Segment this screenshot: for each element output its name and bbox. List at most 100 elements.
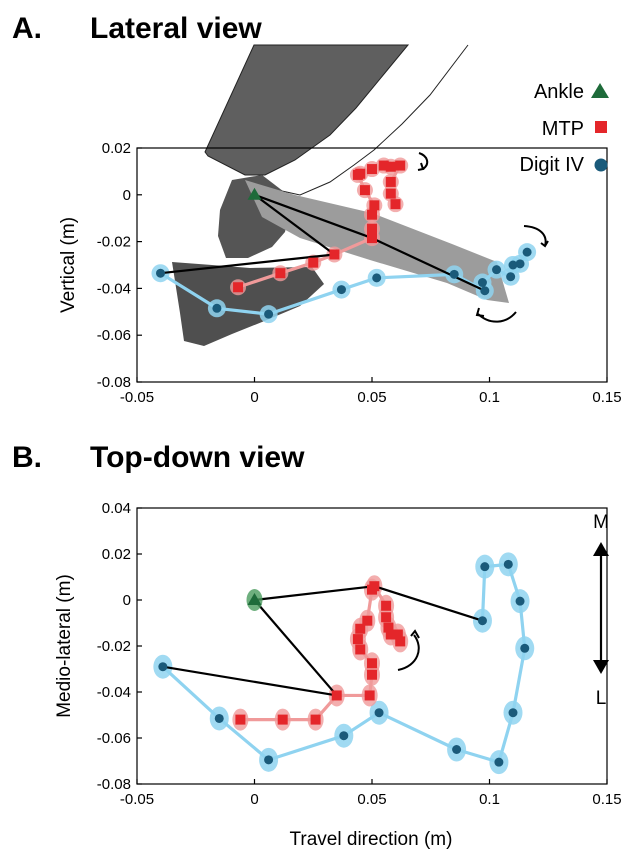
medio-lateral-arrow: M L [593, 512, 609, 709]
curved-arrow-icon [397, 634, 420, 671]
panel-b-ytick-label: 0.04 [102, 500, 131, 517]
panel-a-mtp-point [369, 200, 380, 211]
panel-b-limb-segment [254, 585, 375, 602]
panel-b-mtp-point [392, 629, 403, 640]
panel-b-digit-point [158, 662, 168, 672]
panel-b-mtp-point [369, 581, 380, 592]
panel-b-plot: -0.05 0 0.05 0.1 0.15 0.04 0.02 0 -0.02 -0.04 -0.0… [54, 500, 622, 850]
panel-a-digit-point [156, 268, 165, 278]
panel-b-mtp-point [331, 690, 342, 701]
panel-a-ytick-label: 0.02 [102, 140, 131, 157]
motion-arrows [417, 152, 549, 323]
panel-b-xtick-label: 0.15 [592, 791, 621, 808]
panel-a-digit-point [477, 278, 487, 288]
panel-b-digit-point [264, 755, 274, 765]
arrowhead-icon [410, 629, 420, 639]
panel-a-ytick-label: -0.06 [97, 327, 131, 344]
panel-a-digit-point [372, 273, 382, 283]
panel-a-mtp-point [329, 249, 340, 260]
panel-a-xtick-label: 0.05 [357, 389, 386, 406]
panel-a-mtp-point [385, 188, 396, 199]
panel-b-digit-point [477, 616, 487, 626]
panel-b-ytick-label: 0 [123, 592, 131, 609]
panel-a-xtick-label: 0 [250, 389, 258, 406]
panel-a-mtp-point [390, 199, 401, 210]
arrowhead-down-icon [593, 660, 609, 674]
arrowhead-icon [540, 240, 549, 248]
panel-a-mtp-point [367, 233, 377, 244]
panel-b-label: B. [12, 441, 42, 474]
panel-b-mtp-point [352, 634, 363, 645]
panel-a-mtp-point [367, 223, 377, 234]
direction-label-medial: M [593, 512, 609, 533]
panel-a-digit-point [449, 269, 459, 279]
panel-a-mtp-point [367, 164, 377, 175]
panel-a-mtp-point [355, 168, 366, 179]
panel-b-ytick-label: -0.02 [97, 638, 131, 655]
panel-a-mtp-point [308, 257, 319, 268]
panel-a-digit-point [515, 259, 525, 269]
panel-a-mtp-point [395, 160, 406, 171]
arrowhead-up-icon [593, 542, 609, 556]
panel-b-xtick-label: -0.05 [120, 791, 154, 808]
panel-b-digit-point [508, 708, 518, 718]
panel-a-xtick-label: 0.1 [479, 389, 500, 406]
panel-b-title: Top-down view [90, 441, 305, 474]
panel-a-digit-point [506, 272, 516, 282]
panel-b-ytick-label: 0.02 [102, 546, 131, 563]
panel-b-digit-point [520, 643, 530, 653]
panel-b-xtick-label: 0 [250, 791, 258, 808]
panel-b-ankle-point [247, 593, 262, 605]
panel-b-limb-segment [162, 665, 337, 697]
panel-a-limb-segment [160, 253, 335, 275]
panel-a-digit-point [264, 309, 274, 319]
panel-b-mtp-point [310, 714, 321, 725]
panel-b-digit-point [374, 708, 384, 718]
panel-a-digit-point [492, 265, 502, 275]
panel-a-limb-segment [371, 237, 486, 292]
panel-a-xtick-label: 0.15 [592, 389, 621, 406]
panel-b-digit-point [515, 596, 525, 606]
panel-a-label: A. [12, 12, 42, 45]
panel-b-mtp-point [277, 714, 288, 725]
arrowhead-icon [475, 307, 485, 317]
panel-b-limb-segment [253, 599, 338, 697]
legend-label-mtp: MTP [542, 118, 584, 140]
panel-b-mtp-point [367, 669, 377, 680]
panel-a-mtp-point [385, 161, 396, 172]
curved-arrow-icon [523, 225, 547, 247]
panel-b-mtp-point [367, 658, 377, 669]
panel-a-ytick-label: -0.04 [97, 280, 131, 297]
panel-b-mtp-point [381, 600, 392, 611]
foot-illustration [172, 44, 509, 346]
panel-a-title: Lateral view [90, 12, 262, 45]
arrowhead-icon [417, 162, 425, 171]
panel-a-mtp-point [378, 160, 389, 171]
panel-b-ylabel: Medio-lateral (m) [54, 574, 75, 718]
panel-b-mtp-point [362, 615, 373, 626]
panel-a-ytick-label: -0.08 [97, 374, 131, 391]
panel-b-ytick-label: -0.04 [97, 684, 131, 701]
panel-a-ankle-point [247, 187, 262, 200]
panel-a-digit-point [336, 285, 346, 295]
panel-b-xlabel: Travel direction (m) [290, 829, 453, 850]
panel-a-mtp-point [275, 268, 286, 279]
panel-a-xtick-label: -0.05 [120, 389, 154, 406]
direction-label-lateral: L [596, 688, 607, 709]
legend-marker-square [595, 121, 607, 133]
panel-a-limb-segment [254, 193, 373, 240]
panel-b-xtick-label: 0.1 [479, 791, 500, 808]
legend-marker-circle [594, 158, 608, 172]
panel-b-ytick-label: -0.08 [97, 776, 131, 793]
panel-b-axes-frame [136, 507, 608, 785]
panel-a-limb-segment [253, 193, 336, 256]
panel-b-mtp-point [385, 629, 396, 640]
panel-a-mtp-point [367, 209, 377, 220]
panel-b-mtp-point [355, 623, 366, 634]
leg-outline [271, 44, 469, 196]
panel-a-ylabel: Vertical (m) [58, 217, 79, 313]
panel-a-plot: -0.05 0 0.05 0.1 0.15 0.02 0 -0.02 -0.04 -0.06 -0.… [58, 44, 622, 406]
panel-b-digit-point [339, 731, 349, 741]
panel-a-digit-point [508, 260, 518, 270]
